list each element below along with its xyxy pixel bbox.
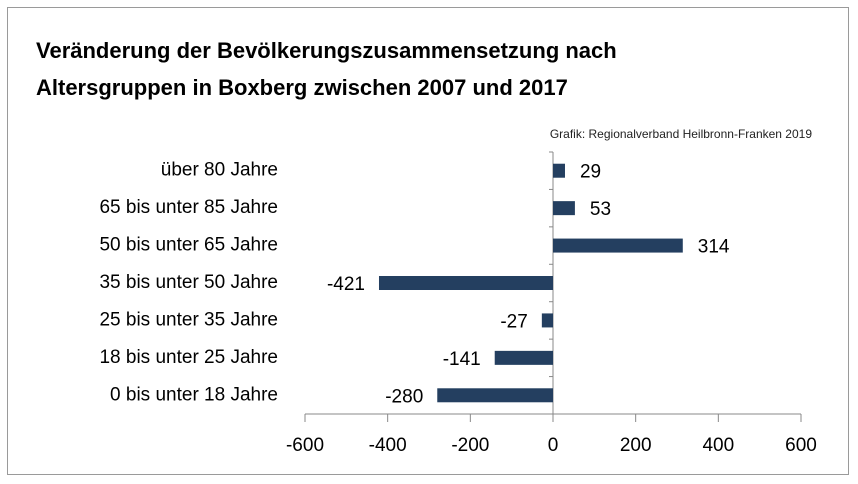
- chart-frame: [7, 7, 849, 475]
- x-tick-label: 200: [620, 435, 652, 456]
- x-tick-label: 600: [785, 435, 817, 456]
- y-tick-label: über 80 Jahre: [161, 160, 278, 181]
- value-label: -141: [443, 349, 481, 370]
- y-tick-label: 65 bis unter 85 Jahre: [99, 197, 278, 218]
- x-tick-label: -400: [369, 435, 407, 456]
- bar: [437, 388, 553, 403]
- value-label: 29: [580, 162, 601, 183]
- y-tick-label: 0 bis unter 18 Jahre: [110, 384, 278, 405]
- x-tick-label: -200: [451, 435, 489, 456]
- bar: [553, 238, 683, 253]
- value-label: 314: [698, 237, 730, 258]
- bar: [553, 201, 575, 216]
- y-tick-label: 35 bis unter 50 Jahre: [99, 272, 278, 293]
- bar: [541, 313, 553, 328]
- value-label: -421: [327, 274, 365, 295]
- x-tick-label: -600: [286, 435, 324, 456]
- chart-title: Veränderung der Bevölkerungszusammensetz…: [36, 38, 617, 100]
- x-tick-label: 0: [548, 435, 559, 456]
- source-note: Grafik: Regionalverband Heilbronn-Franke…: [550, 127, 812, 141]
- value-label: -27: [500, 311, 527, 332]
- x-tick-label: 400: [702, 435, 734, 456]
- y-tick-label: 25 bis unter 35 Jahre: [99, 309, 278, 330]
- bar: [378, 276, 553, 290]
- y-tick-label: 50 bis unter 65 Jahre: [99, 235, 278, 256]
- value-label: 53: [590, 199, 611, 220]
- bar: [553, 163, 565, 178]
- value-label: -280: [385, 386, 423, 407]
- y-tick-label: 18 bis unter 25 Jahre: [99, 347, 278, 368]
- bar: [494, 350, 553, 365]
